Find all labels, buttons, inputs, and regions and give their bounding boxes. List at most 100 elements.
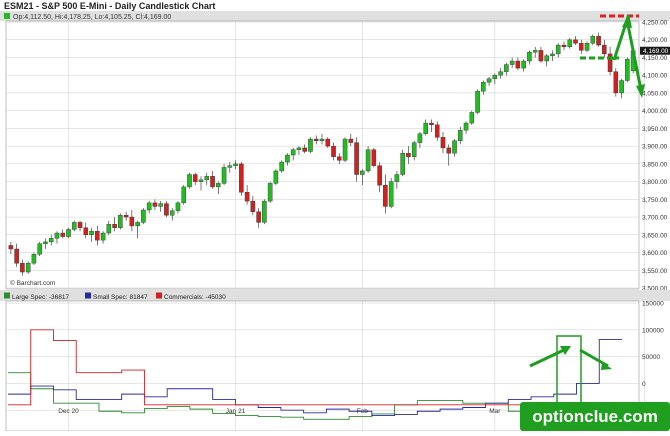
candle <box>285 153 290 166</box>
candle <box>360 169 365 186</box>
candle <box>198 176 204 191</box>
candle-body <box>239 163 244 193</box>
candle <box>613 68 619 97</box>
candle-body <box>440 137 446 149</box>
candle <box>469 110 475 125</box>
price-tick-label: 4,250.00 <box>642 20 668 27</box>
candle <box>164 201 169 218</box>
candle-body <box>43 241 48 244</box>
candle <box>221 163 227 186</box>
candle <box>152 199 158 210</box>
candle <box>561 41 567 51</box>
candle-body <box>118 215 123 228</box>
candle <box>498 68 503 79</box>
price-tick-label: 4,100.00 <box>642 73 668 80</box>
candle <box>192 172 198 186</box>
last-price-tag: 4,169.00 <box>640 46 670 55</box>
candle-body <box>365 149 371 172</box>
candle <box>527 50 532 65</box>
price-grid <box>6 21 645 289</box>
candle <box>250 195 256 216</box>
candle <box>296 146 302 155</box>
candle-body <box>625 59 630 81</box>
candle-body <box>360 170 365 175</box>
arrow-up-small-head-icon <box>560 346 571 355</box>
candle <box>95 225 100 246</box>
candle-body <box>175 202 181 211</box>
candle-body <box>337 156 342 161</box>
candle <box>625 57 630 83</box>
candle-body <box>210 176 215 188</box>
candle-body <box>319 138 325 142</box>
candle-body <box>452 140 457 154</box>
candle <box>273 169 279 186</box>
candle <box>14 243 19 267</box>
candle-body <box>498 71 503 76</box>
candle <box>331 142 336 161</box>
candle <box>204 172 210 186</box>
candle <box>169 208 175 221</box>
candle-body <box>250 200 256 212</box>
candle <box>383 174 388 214</box>
candle-body <box>135 222 140 227</box>
price-tick-label: 3,800.00 <box>642 179 668 186</box>
candle <box>31 252 37 265</box>
candle-body <box>342 138 348 161</box>
candle-body <box>596 35 601 46</box>
candle-body <box>400 153 405 175</box>
candle <box>141 208 146 225</box>
barchart-watermark: © Barchart.com <box>10 279 55 287</box>
candle-body <box>158 203 163 207</box>
price-tick-label: 3,500.00 <box>642 286 668 293</box>
candle <box>319 133 325 145</box>
candle <box>216 181 221 195</box>
candle <box>555 43 561 58</box>
candle <box>532 46 538 58</box>
candle-body <box>613 71 619 94</box>
candle-body <box>388 181 394 207</box>
legend-swatch-large-spec <box>4 292 10 299</box>
cot-panel-header <box>0 290 670 301</box>
candle <box>602 39 607 58</box>
candle <box>492 73 498 85</box>
candle <box>118 213 123 230</box>
candle-body <box>20 262 25 273</box>
legend-swatch-small-spec <box>85 292 91 299</box>
candle <box>325 137 331 148</box>
brand-badge: optionclue.com <box>520 402 670 431</box>
candle-body <box>555 44 561 55</box>
annotation-overlay <box>529 14 645 417</box>
candle <box>112 217 117 232</box>
candle-body <box>434 124 440 138</box>
candle <box>538 46 544 63</box>
candle <box>596 32 601 47</box>
candle <box>388 178 394 209</box>
candle-body <box>60 232 66 237</box>
candle-body <box>198 179 204 182</box>
cot-tick-label: 150000 <box>642 301 664 308</box>
candle <box>181 185 186 205</box>
candle <box>227 162 233 173</box>
arrow-down-small-head-icon <box>601 362 612 370</box>
candle <box>423 119 428 136</box>
candle <box>83 222 89 239</box>
candle-body <box>532 50 538 53</box>
price-tick-label: 3,650.00 <box>642 232 668 239</box>
candle-body <box>308 138 313 152</box>
ohlc-readout: Op:4,112.50, Hi:4,178.25, Lo:4,105.25, C… <box>13 14 171 21</box>
candle-body <box>221 167 227 184</box>
candle-body <box>406 153 411 157</box>
candle-body <box>152 202 158 207</box>
candle-body <box>544 55 549 62</box>
legend-large-spec: Large Spec: -36817 <box>12 294 69 301</box>
price-tick-label: 4,150.00 <box>642 55 668 62</box>
candle-body <box>561 44 567 48</box>
candle <box>504 62 509 76</box>
candle <box>377 162 382 193</box>
candle <box>607 46 613 76</box>
candle <box>308 137 313 154</box>
candle <box>100 231 106 244</box>
candle <box>544 53 549 67</box>
candle-body <box>411 142 417 157</box>
